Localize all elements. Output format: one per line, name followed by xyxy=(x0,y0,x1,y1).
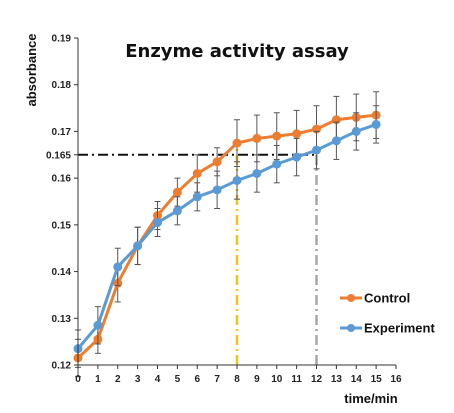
x-tick-label: 12 xyxy=(311,374,323,385)
data-point-experiment xyxy=(351,126,361,136)
x-tick-label: 13 xyxy=(331,374,343,385)
legend-label: Experiment xyxy=(364,321,435,336)
data-point-control xyxy=(172,187,182,197)
legend-item-experiment: Experiment xyxy=(340,321,435,336)
y-axis-title: absorbance xyxy=(24,34,39,107)
data-point-control xyxy=(212,157,222,167)
y-tick-label: 0.13 xyxy=(52,314,72,325)
x-tick-label: 15 xyxy=(371,374,383,385)
x-tick-label: 0 xyxy=(75,374,81,385)
data-point-experiment xyxy=(371,119,381,129)
x-tick-label: 16 xyxy=(390,374,402,385)
y-tick-label: 0.19 xyxy=(52,34,72,45)
x-tick-label: 1 xyxy=(95,374,101,385)
y-tick-label: 0.165 xyxy=(46,150,71,161)
data-point-control xyxy=(192,168,202,178)
data-point-experiment xyxy=(93,320,103,330)
series-line-experiment xyxy=(76,123,377,350)
legend-swatch-marker xyxy=(347,324,355,332)
x-tick-label: 3 xyxy=(135,374,141,385)
data-point-experiment xyxy=(331,136,341,146)
data-point-experiment xyxy=(192,192,202,202)
series-group xyxy=(73,91,381,378)
y-tick-label: 0.12 xyxy=(52,361,72,372)
data-point-control xyxy=(232,138,242,148)
x-axis-title: time/min xyxy=(344,391,398,406)
x-tick-label: 2 xyxy=(115,374,121,385)
data-point-experiment xyxy=(212,185,222,195)
y-tick-label: 0.16 xyxy=(52,174,72,185)
data-point-control xyxy=(272,131,282,141)
y-tick-label: 0.17 xyxy=(52,127,72,138)
data-point-experiment xyxy=(133,241,143,251)
series-control xyxy=(73,91,381,378)
legend-item-control: Control xyxy=(340,291,410,306)
x-tick-label: 4 xyxy=(155,374,161,385)
x-tick-label: 7 xyxy=(214,374,220,385)
series-line-control xyxy=(76,113,377,360)
x-tick-label: 6 xyxy=(194,374,200,385)
data-point-experiment xyxy=(153,218,162,228)
x-tick-label: 14 xyxy=(351,374,363,385)
series-experiment xyxy=(73,105,381,368)
x-tick-label: 11 xyxy=(291,374,302,385)
x-tick-label: 8 xyxy=(234,374,240,385)
y-tick-label: 0.15 xyxy=(52,220,72,231)
data-point-experiment xyxy=(252,168,262,178)
y-tick-label: 0.18 xyxy=(52,80,72,91)
data-point-experiment xyxy=(113,262,123,272)
data-point-experiment xyxy=(232,175,242,185)
x-tick-label: 5 xyxy=(175,374,181,385)
x-tick-label: 10 xyxy=(271,374,283,385)
data-point-control xyxy=(252,133,262,143)
legend: Control Experiment xyxy=(340,291,435,336)
data-point-control xyxy=(292,129,302,139)
data-point-experiment xyxy=(172,206,182,216)
y-tick-label: 0.14 xyxy=(52,267,72,278)
legend-label: Control xyxy=(364,291,410,306)
legend-swatch-marker xyxy=(347,294,355,302)
data-point-experiment xyxy=(292,152,302,162)
x-tick-label: 9 xyxy=(254,374,260,385)
chart-title: Enzyme activity assay xyxy=(125,41,349,62)
data-point-experiment xyxy=(312,145,321,155)
data-point-experiment xyxy=(272,159,282,169)
